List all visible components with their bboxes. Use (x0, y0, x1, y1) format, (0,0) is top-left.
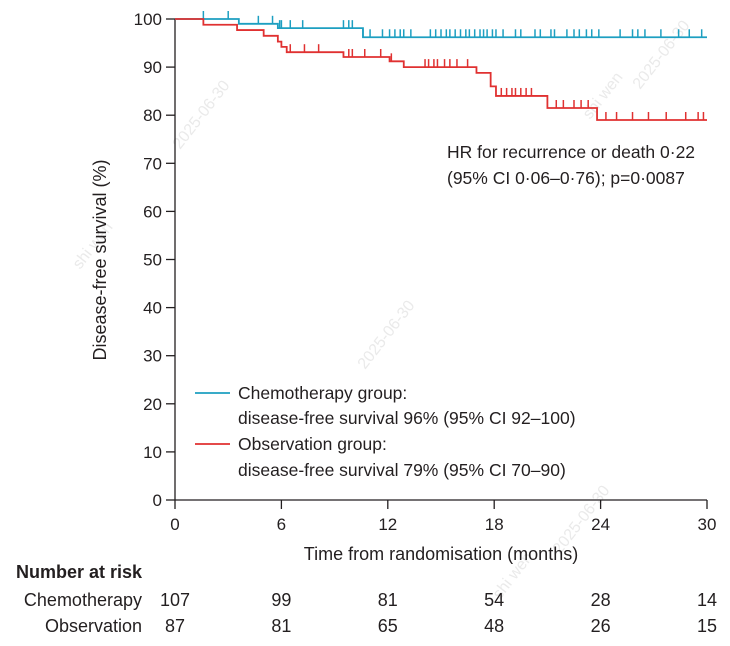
series-observation (175, 18, 707, 121)
y-tick-label-50: 50 (143, 251, 162, 270)
risk-row-label-chemotherapy: Chemotherapy (24, 590, 142, 610)
risk-value-chemotherapy-18: 54 (484, 590, 504, 610)
risk-value-chemotherapy-12: 81 (378, 590, 398, 610)
risk-value-chemotherapy-30: 14 (697, 590, 717, 610)
legend-label-chemotherapy-line1: Chemotherapy group: (238, 383, 407, 403)
series-layer (175, 11, 707, 121)
x-tick-label-24: 24 (591, 515, 610, 534)
x-tick-label-12: 12 (378, 515, 397, 534)
y-ticks: 0 10 20 30 40 50 60 70 80 90 100 (134, 10, 175, 510)
y-tick-label-80: 80 (143, 106, 162, 125)
watermark-date-1: 2025-06-30 (170, 77, 234, 152)
risk-value-chemotherapy-0: 107 (160, 590, 190, 610)
number-at-risk-table: Number at risk Chemotherapy Observation … (16, 562, 717, 636)
risk-value-observation-6: 81 (271, 616, 291, 636)
x-tick-label-30: 30 (698, 515, 717, 534)
legend: Chemotherapy group: disease-free surviva… (195, 383, 576, 480)
hr-annotation-line2: (95% CI 0·06–0·76); p=0·0087 (447, 168, 685, 188)
risk-value-observation-18: 48 (484, 616, 504, 636)
risk-value-observation-24: 26 (591, 616, 611, 636)
x-tick-label-18: 18 (485, 515, 504, 534)
y-tick-label-20: 20 (143, 395, 162, 414)
risk-value-chemotherapy-24: 28 (591, 590, 611, 610)
series-chemotherapy (175, 11, 707, 39)
risk-value-chemotherapy-6: 99 (271, 590, 291, 610)
y-tick-label-70: 70 (143, 154, 162, 173)
watermark-date-4: 2025-06-30 (630, 17, 694, 92)
y-tick-label-100: 100 (134, 10, 162, 29)
watermark-name-3: shi wen (580, 69, 627, 122)
y-tick-label-30: 30 (143, 347, 162, 366)
y-tick-label-40: 40 (143, 299, 162, 318)
risk-table-title: Number at risk (16, 562, 143, 582)
y-axis-title: Disease-free survival (%) (90, 159, 110, 360)
risk-values: 107 99 81 54 28 14 87 81 65 48 26 15 (160, 590, 717, 636)
risk-row-label-observation: Observation (45, 616, 142, 636)
y-tick-label-60: 60 (143, 202, 162, 221)
x-axis-title: Time from randomisation (months) (304, 544, 578, 564)
legend-label-chemotherapy-line2: disease-free survival 96% (95% CI 92–100… (238, 408, 576, 428)
legend-label-observation-line1: Observation group: (238, 434, 387, 454)
x-tick-label-0: 0 (170, 515, 179, 534)
y-tick-label-10: 10 (143, 443, 162, 462)
watermark-date-2: 2025-06-30 (355, 297, 419, 372)
y-tick-label-90: 90 (143, 58, 162, 77)
y-tick-label-0: 0 (153, 491, 162, 510)
axes: 0 10 20 30 40 50 60 70 80 90 100 0 6 12 18 24 30 (134, 10, 717, 534)
x-ticks: 0 6 12 18 24 30 (170, 500, 716, 534)
risk-value-observation-12: 65 (378, 616, 398, 636)
risk-value-observation-0: 87 (165, 616, 185, 636)
legend-label-observation-line2: disease-free survival 79% (95% CI 70–90) (238, 460, 566, 480)
hr-annotation-line1: HR for recurrence or death 0·22 (447, 142, 695, 162)
x-tick-label-6: 6 (277, 515, 286, 534)
risk-value-observation-30: 15 (697, 616, 717, 636)
